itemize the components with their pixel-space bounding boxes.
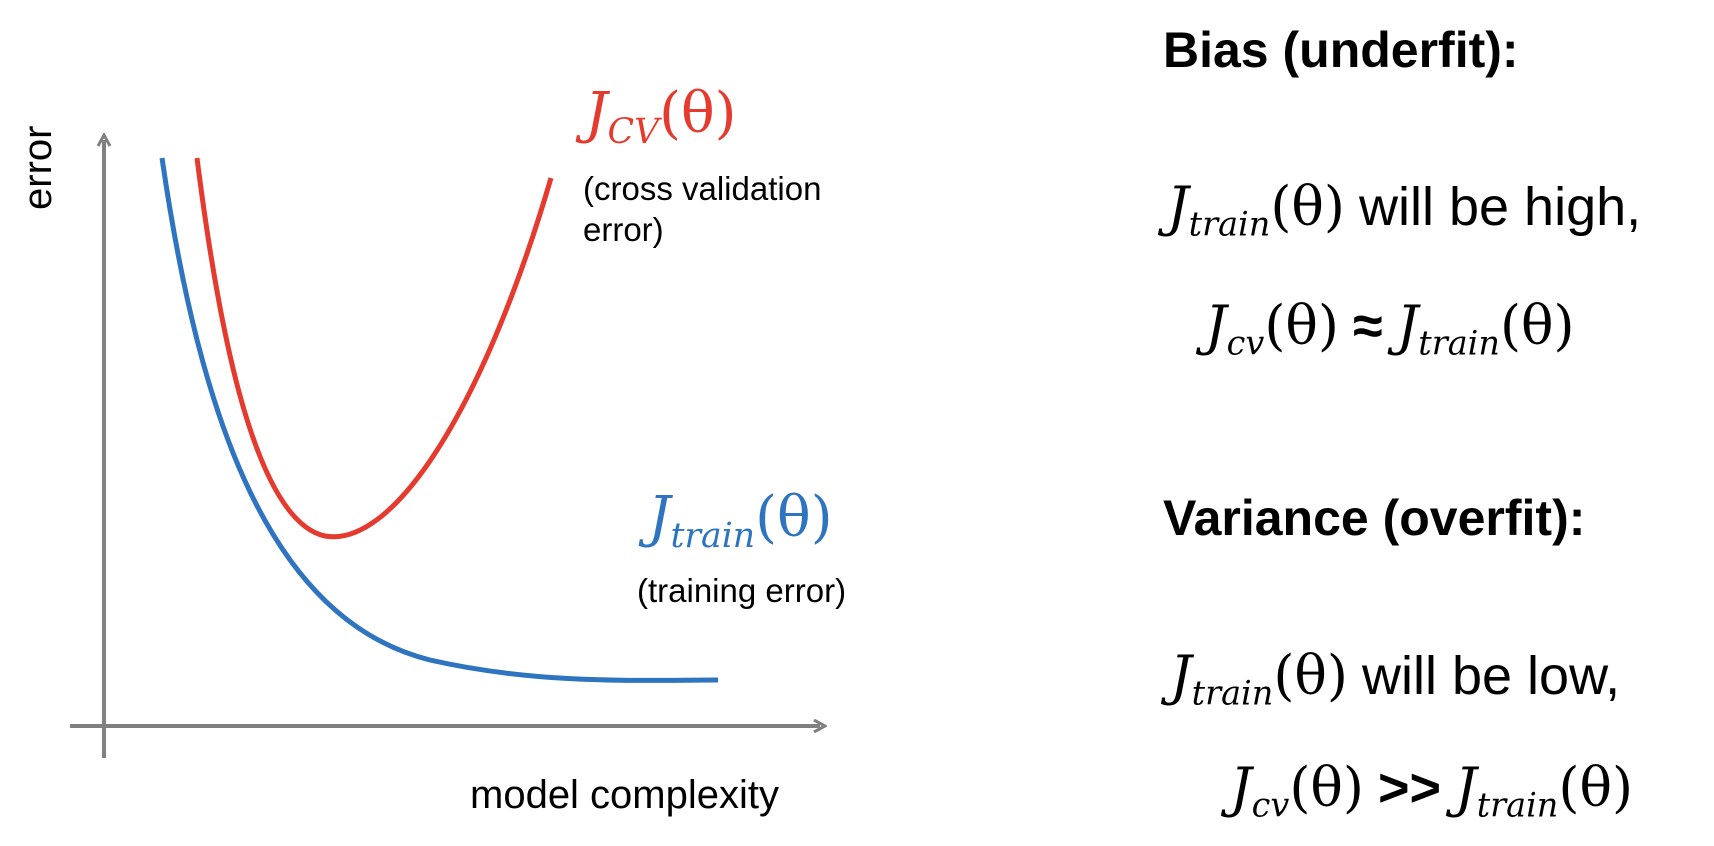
cv-curve-caption: (cross validation error) <box>583 168 821 251</box>
cv-curve-symbol: JCV(θ) <box>585 81 737 153</box>
bias-statement-1: Jtrain(θ) will be high, <box>1167 175 1642 244</box>
bias-heading: Bias (underfit): <box>1163 22 1519 78</box>
bias-statement-2: Jcv(θ) ≈ Jtrain(θ) <box>1205 294 1575 363</box>
variance-statement-2: Jcv(θ) >> Jtrain(θ) <box>1230 756 1634 825</box>
train-curve-caption: (training error) <box>637 572 847 609</box>
cv-error-curve <box>194 157 554 540</box>
cv-caption-line-1: (cross validation <box>583 170 822 207</box>
training-error-curve <box>159 157 719 683</box>
x-axis-label: model complexity <box>470 773 780 817</box>
cv-caption-line-2: error) <box>583 211 664 249</box>
variance-heading: Variance (overfit): <box>1163 490 1586 546</box>
variance-statement-1: Jtrain(θ) will be low, <box>1170 644 1621 713</box>
error-vs-complexity-diagram <box>70 0 900 758</box>
train-curve-symbol: Jtrain(θ) <box>648 485 833 557</box>
y-axis-label: error <box>16 125 60 210</box>
